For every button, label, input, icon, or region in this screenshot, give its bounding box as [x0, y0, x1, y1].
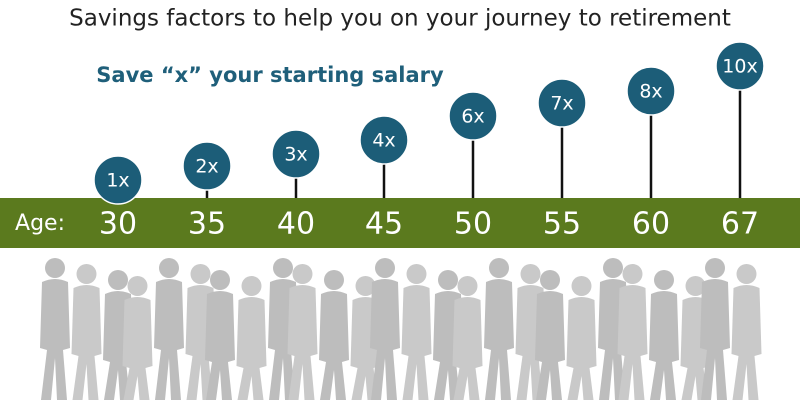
person-head: [603, 258, 623, 278]
person-body: [731, 285, 762, 400]
person-head: [375, 258, 395, 278]
factor-circle: [359, 115, 409, 165]
person-body: [617, 285, 648, 400]
person-head: [406, 264, 427, 284]
person-head: [292, 264, 313, 284]
person-body: [401, 285, 432, 400]
age-value: 40: [277, 207, 315, 242]
factor-circle: [182, 141, 232, 191]
person-body: [319, 291, 349, 400]
factor-circle: [626, 66, 676, 116]
person-head: [705, 258, 725, 278]
age-value: 45: [365, 207, 403, 242]
person-head: [108, 270, 128, 290]
factor-circle: [715, 41, 765, 91]
age-label: Age:: [15, 211, 65, 236]
person-head: [76, 264, 97, 284]
person-body: [484, 279, 514, 400]
person-head: [736, 264, 757, 284]
person-head: [45, 258, 65, 278]
milestones: 1x 30 2x 35 3x 40 4x 45 6x 50 7x 55 8x 60 10x 67: [93, 41, 765, 242]
person-body: [370, 279, 400, 400]
factor-label: 7x: [550, 93, 573, 115]
age-value: 60: [632, 207, 670, 242]
age-value: 67: [721, 207, 759, 242]
person-head: [355, 276, 376, 296]
person-body: [40, 279, 70, 400]
person-body: [287, 285, 318, 400]
crowd-silhouettes: [40, 258, 762, 400]
person-head: [654, 270, 674, 290]
person-head: [489, 258, 509, 278]
factor-circle: [271, 129, 321, 179]
person-body: [535, 291, 565, 400]
factor-circle: [537, 78, 587, 128]
person-head: [540, 270, 560, 290]
person-head: [622, 264, 643, 284]
person-head: [241, 276, 262, 296]
factor-label: 6x: [461, 106, 484, 128]
person-head: [685, 276, 706, 296]
age-value: 50: [454, 207, 492, 242]
factor-label: 3x: [284, 144, 307, 166]
factor-label: 2x: [195, 156, 218, 178]
person-head: [438, 270, 458, 290]
person-head: [571, 276, 592, 296]
person-body: [700, 279, 730, 400]
person-body: [71, 285, 102, 400]
person-head: [127, 276, 148, 296]
person-body: [236, 297, 267, 400]
person-head: [159, 258, 179, 278]
factor-circle: [448, 91, 498, 141]
person-body: [452, 297, 483, 400]
person-body: [205, 291, 235, 400]
age-value: 30: [99, 207, 137, 242]
person-head: [520, 264, 541, 284]
person-head: [324, 270, 344, 290]
factor-label: 8x: [639, 81, 662, 103]
title: Savings factors to help you on your jour…: [69, 6, 731, 32]
age-band: [0, 198, 800, 248]
person-body: [154, 279, 184, 400]
person-body: [122, 297, 153, 400]
person-head: [190, 264, 211, 284]
person-head: [210, 270, 230, 290]
person-body: [649, 291, 679, 400]
factor-label: 4x: [372, 130, 395, 152]
factor-label: 1x: [106, 170, 129, 192]
factor-label: 10x: [722, 56, 757, 78]
age-value: 35: [188, 207, 226, 242]
person-head: [457, 276, 478, 296]
subtitle: Save “x” your starting salary: [96, 63, 444, 87]
factor-circle: [93, 155, 143, 205]
person-body: [566, 297, 597, 400]
person-head: [273, 258, 293, 278]
age-value: 55: [543, 207, 581, 242]
